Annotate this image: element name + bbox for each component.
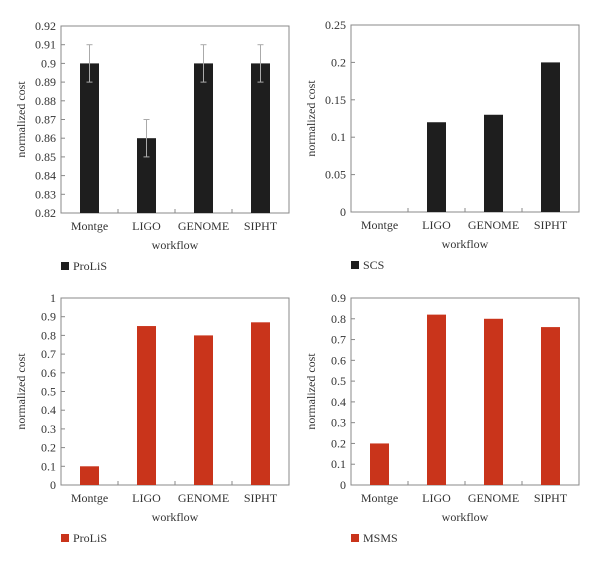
y-tick-label: 0.4 bbox=[41, 403, 56, 417]
x-axis-title: workflow bbox=[442, 237, 489, 251]
y-tick-label: 0.15 bbox=[325, 93, 346, 107]
bar-montge bbox=[370, 443, 389, 485]
y-tick-label: 0.1 bbox=[41, 459, 56, 473]
y-tick-label: 0.8 bbox=[331, 312, 346, 326]
x-tick-label: Montge bbox=[71, 491, 108, 505]
x-tick-label: SIPHT bbox=[534, 491, 568, 505]
y-tick-label: 0 bbox=[340, 478, 346, 492]
legend-label: SCS bbox=[363, 258, 384, 272]
bar-montge bbox=[80, 466, 99, 485]
x-tick-label: GENOME bbox=[178, 491, 229, 505]
y-tick-label: 0.84 bbox=[35, 169, 56, 183]
y-tick-label: 0.83 bbox=[35, 187, 56, 201]
legend-swatch bbox=[351, 534, 359, 542]
bar-genome bbox=[194, 335, 213, 485]
bar-sipht bbox=[251, 63, 270, 214]
x-axis-title: workflow bbox=[152, 510, 199, 524]
x-tick-label: LIGO bbox=[422, 491, 451, 505]
legend-label: ProLiS bbox=[73, 531, 107, 545]
y-tick-label: 0.25 bbox=[325, 18, 346, 32]
legend-swatch bbox=[61, 534, 69, 542]
y-tick-label: 0.2 bbox=[331, 55, 346, 69]
legend-swatch bbox=[61, 262, 69, 270]
bar-sipht bbox=[251, 322, 270, 485]
y-tick-label: 0.6 bbox=[41, 366, 56, 380]
chart-panel-4: 0 0.1 0.2 0.3 0.4 0.5 0.6 0.7 0.8 0.9 Montge LIGO GE… bbox=[304, 291, 580, 545]
bar-sipht bbox=[541, 327, 560, 485]
y-tick-label: 0.3 bbox=[331, 416, 346, 430]
x-tick-label: SIPHT bbox=[244, 491, 278, 505]
y-tick-label: 0.8 bbox=[41, 328, 56, 342]
y-tick-label: 0.2 bbox=[41, 441, 56, 455]
y-tick-label: 0.86 bbox=[35, 131, 56, 145]
chart-panel-2: 0 0.05 0.1 0.15 0.2 0.25 Montge LIGO GENOME SIPHT… bbox=[304, 18, 580, 272]
y-tick-label: 0.88 bbox=[35, 94, 56, 108]
bar-ligo bbox=[427, 122, 446, 212]
y-tick-label: 0.9 bbox=[331, 291, 346, 305]
x-tick-label: LIGO bbox=[132, 219, 161, 233]
y-tick-label: 0.1 bbox=[331, 457, 346, 471]
y-tick-label: 0 bbox=[340, 205, 346, 219]
y-tick-label: 0.1 bbox=[331, 130, 346, 144]
y-axis-title: normalized cost bbox=[14, 353, 28, 430]
y-tick-label: 0.5 bbox=[41, 385, 56, 399]
bar-sipht bbox=[541, 62, 560, 213]
bar-ligo bbox=[137, 138, 156, 213]
x-tick-label: Montge bbox=[361, 491, 398, 505]
y-tick-label: 0.3 bbox=[41, 422, 56, 436]
y-tick-label: 0.87 bbox=[35, 113, 56, 127]
x-tick-label: GENOME bbox=[468, 491, 519, 505]
bar-genome bbox=[484, 318, 503, 485]
y-tick-label: 0.9 bbox=[41, 56, 56, 70]
x-tick-label: Montge bbox=[361, 218, 398, 232]
chart-panel-1: 0.82 0.83 0.84 0.85 0.86 0.87 0.88 0.89 0.9 0.91 0… bbox=[14, 19, 290, 273]
x-tick-label: GENOME bbox=[178, 219, 229, 233]
y-axis-title: normalized cost bbox=[14, 81, 28, 158]
bar-genome bbox=[194, 63, 213, 214]
x-tick-label: Montge bbox=[71, 219, 108, 233]
y-tick-label: 0.6 bbox=[331, 353, 346, 367]
bar-genome bbox=[484, 114, 503, 212]
y-tick-label: 0.92 bbox=[35, 19, 56, 33]
x-tick-label: GENOME bbox=[468, 218, 519, 232]
y-axis-title: normalized cost bbox=[304, 353, 318, 430]
y-tick-label: 0.85 bbox=[35, 150, 56, 164]
y-tick-label: 0.82 bbox=[35, 206, 56, 220]
y-tick-label: 0.7 bbox=[331, 333, 346, 347]
y-tick-label: 0.89 bbox=[35, 75, 56, 89]
x-tick-label: SIPHT bbox=[244, 219, 278, 233]
y-tick-label: 0.7 bbox=[41, 347, 56, 361]
bar-ligo bbox=[427, 314, 446, 485]
bar-montge bbox=[80, 63, 99, 214]
y-tick-label: 0.4 bbox=[331, 395, 346, 409]
legend-label: ProLiS bbox=[73, 259, 107, 273]
x-axis-title: workflow bbox=[152, 238, 199, 252]
y-tick-label: 0 bbox=[50, 478, 56, 492]
y-tick-label: 0.9 bbox=[41, 310, 56, 324]
chart-panel-3: 0 0.1 0.2 0.3 0.4 0.5 0.6 0.7 0.8 0.9 1 Montge LIGO G… bbox=[14, 291, 290, 545]
y-tick-label: 1 bbox=[50, 291, 56, 305]
legend-swatch bbox=[351, 261, 359, 269]
y-tick-label: 0.2 bbox=[331, 436, 346, 450]
x-axis-title: workflow bbox=[442, 510, 489, 524]
x-tick-label: LIGO bbox=[422, 218, 451, 232]
y-tick-label: 0.91 bbox=[35, 38, 56, 52]
y-tick-label: 0.5 bbox=[331, 374, 346, 388]
y-axis-title: normalized cost bbox=[304, 80, 318, 157]
x-tick-label: SIPHT bbox=[534, 218, 568, 232]
bar-ligo bbox=[137, 326, 156, 485]
x-tick-label: LIGO bbox=[132, 491, 161, 505]
y-tick-label: 0.05 bbox=[325, 168, 346, 182]
legend-label: MSMS bbox=[363, 531, 398, 545]
